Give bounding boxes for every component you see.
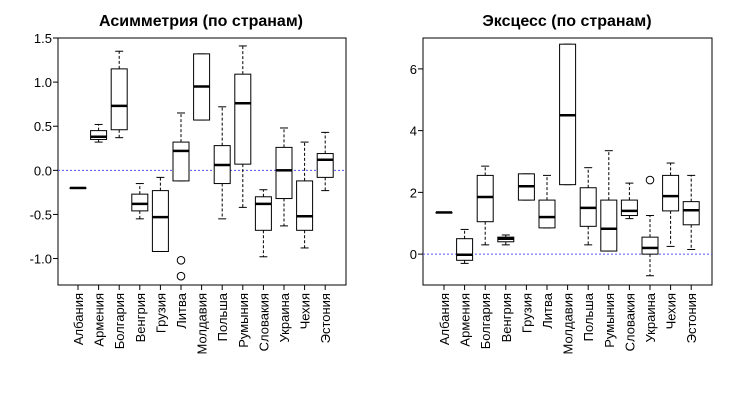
y-tick-label: -0.5: [30, 207, 52, 222]
box-body: [662, 174, 680, 212]
box-7: Молдавия: [193, 53, 211, 355]
x-tick-label: Эстония: [684, 293, 699, 343]
box-7: Молдавия: [559, 43, 577, 355]
outlier-point: [176, 256, 186, 265]
x-tick-label: Румыния: [236, 293, 251, 348]
x-tick-label: Польша: [215, 292, 230, 341]
y-tick-label: -1.0: [30, 252, 52, 267]
x-tick-label: Украина: [277, 292, 292, 342]
box-body: [254, 196, 272, 231]
x-tick-label: Эстония: [318, 293, 333, 343]
box-11: Украина: [641, 175, 659, 343]
y-tick-label: 0.5: [34, 119, 52, 134]
box-3: Болгария: [110, 50, 128, 349]
box-body: [110, 68, 128, 131]
box-4: Венгрия: [497, 234, 515, 342]
y-tick-label: 2: [410, 185, 417, 200]
box-1: Албания: [69, 186, 87, 345]
x-tick-label: Армения: [92, 293, 107, 347]
box-body: [275, 146, 293, 200]
box-9: Румыния: [600, 150, 618, 348]
x-tick-label: Литва: [540, 292, 555, 329]
x-tick-label: Чехия: [298, 293, 313, 329]
box-body: [456, 238, 474, 261]
box-body: [296, 180, 314, 231]
box-11: Украина: [275, 127, 293, 343]
x-tick-label: Болгария: [112, 293, 127, 349]
x-tick-label: Венгрия: [499, 293, 514, 342]
y-tick-label: 0.0: [34, 163, 52, 178]
x-tick-label: Молдавия: [561, 293, 576, 355]
box-4: Венгрия: [131, 183, 149, 342]
box-body: [90, 130, 108, 140]
y-tick-label: 4: [410, 124, 417, 139]
box-body: [476, 174, 494, 223]
chart-title-skewness: Асимметрия (по странам): [99, 13, 303, 30]
box-body: [234, 73, 252, 165]
x-tick-label: Болгария: [478, 293, 493, 349]
chart-title-kurtosis: Эксцесс (по странам): [482, 13, 651, 30]
x-tick-label: Украина: [643, 292, 658, 342]
x-tick-label: Молдавия: [195, 293, 210, 355]
box-13: Эстония: [682, 174, 700, 343]
box-12: Чехия: [662, 162, 680, 329]
x-tick-label: Грузия: [153, 293, 168, 333]
box-body: [641, 236, 659, 255]
box-13: Эстония: [316, 131, 334, 343]
box-body: [620, 199, 638, 217]
x-tick-label: Литва: [174, 292, 189, 329]
chart-panel-skewness: -1.0 -0.5 0.0 0.5 1.0 1.5 Албания Армения Болгар…: [30, 31, 347, 355]
x-tick-label: Венгрия: [133, 293, 148, 342]
box-body: [151, 190, 169, 252]
box-body: [172, 141, 190, 182]
y-tick-label: 6: [410, 62, 417, 77]
outlier-point: [176, 271, 186, 281]
box-6: Литва: [538, 174, 556, 329]
box-9: Румыния: [234, 45, 252, 348]
box-body: [316, 153, 334, 178]
x-tick-label: Чехия: [664, 293, 679, 329]
box-body: [131, 193, 149, 212]
box-8: Польша: [213, 106, 231, 341]
box-body: [682, 201, 700, 226]
box-5: Грузия: [151, 176, 169, 333]
y-tick-label: 0: [410, 247, 417, 262]
outlier-point: [645, 175, 655, 185]
box-2: Армения: [90, 123, 108, 347]
x-tick-label: Албания: [71, 293, 86, 345]
x-tick-label: Словакия: [622, 293, 637, 351]
box-1: Албания: [435, 211, 453, 345]
y-tick-label: 1.5: [34, 31, 52, 46]
x-tick-label: Грузия: [519, 293, 534, 333]
box-body: [538, 199, 556, 229]
box-10: Словакия: [254, 189, 272, 351]
box-10: Словакия: [620, 182, 638, 351]
box-5: Грузия: [517, 173, 535, 333]
box-6: Литва: [172, 112, 190, 329]
box-12: Чехия: [296, 141, 314, 329]
y-tick-label: 1.0: [34, 75, 52, 90]
x-tick-label: Румыния: [602, 293, 617, 348]
box-3: Болгария: [476, 165, 494, 349]
box-2: Армения: [456, 228, 474, 347]
box-body: [600, 199, 618, 252]
x-tick-label: Армения: [458, 293, 473, 347]
x-tick-label: Албания: [437, 293, 452, 345]
x-tick-label: Польша: [581, 292, 596, 341]
box-8: Польша: [579, 167, 597, 341]
x-tick-label: Словакия: [256, 293, 271, 351]
chart-panel-kurtosis: 0 2 4 6 Албания Армения Болгария Венгрия Грузия Л…: [410, 37, 713, 355]
